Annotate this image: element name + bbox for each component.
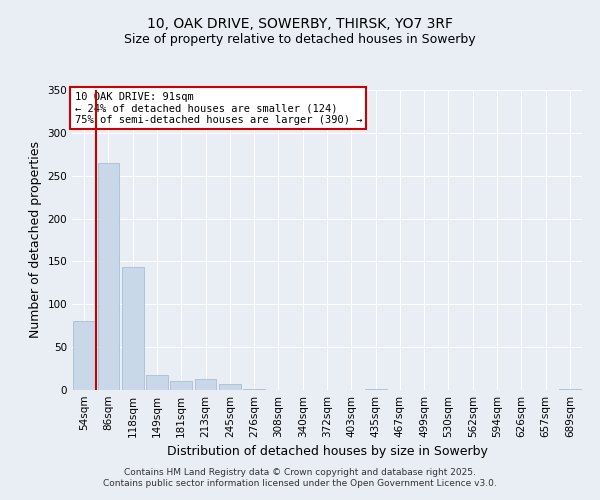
- Bar: [365, 389, 386, 390]
- Bar: [243, 389, 265, 390]
- Bar: [194, 379, 217, 390]
- Bar: [97, 163, 119, 390]
- Bar: [559, 389, 581, 390]
- Text: 10 OAK DRIVE: 91sqm
← 24% of detached houses are smaller (124)
75% of semi-detac: 10 OAK DRIVE: 91sqm ← 24% of detached ho…: [74, 92, 362, 124]
- Text: 10, OAK DRIVE, SOWERBY, THIRSK, YO7 3RF: 10, OAK DRIVE, SOWERBY, THIRSK, YO7 3RF: [147, 18, 453, 32]
- Bar: [170, 382, 192, 390]
- Bar: [73, 322, 95, 390]
- Text: Contains HM Land Registry data © Crown copyright and database right 2025.
Contai: Contains HM Land Registry data © Crown c…: [103, 468, 497, 487]
- X-axis label: Distribution of detached houses by size in Sowerby: Distribution of detached houses by size …: [167, 446, 487, 458]
- Bar: [146, 376, 168, 390]
- Text: Size of property relative to detached houses in Sowerby: Size of property relative to detached ho…: [124, 32, 476, 46]
- Y-axis label: Number of detached properties: Number of detached properties: [29, 142, 42, 338]
- Bar: [122, 268, 143, 390]
- Bar: [219, 384, 241, 390]
